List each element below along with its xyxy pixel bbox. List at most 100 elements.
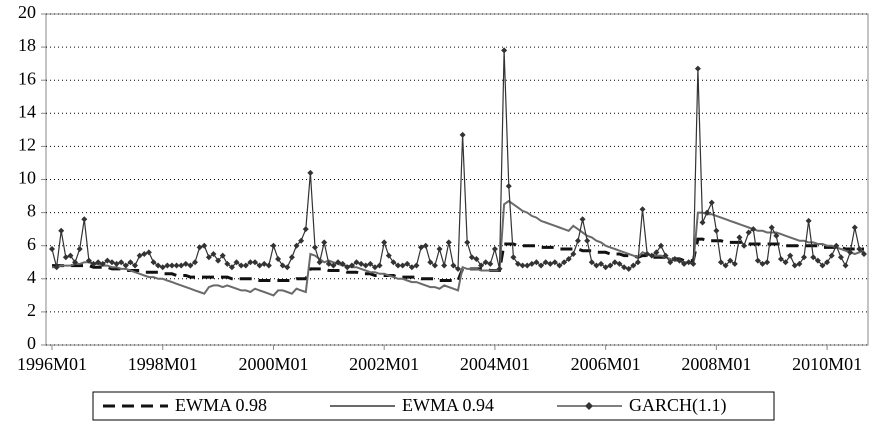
marker — [824, 259, 831, 266]
marker — [113, 260, 120, 267]
y-tick-label: 12 — [18, 135, 36, 155]
marker — [574, 237, 581, 244]
marker — [353, 259, 360, 266]
marker — [76, 246, 83, 253]
marker — [708, 199, 715, 206]
marker — [321, 239, 328, 246]
y-tick-label: 20 — [18, 2, 36, 22]
marker — [367, 260, 374, 267]
y-tick-label: 4 — [27, 267, 36, 287]
marker — [722, 262, 729, 269]
marker — [422, 242, 429, 249]
marker — [279, 262, 286, 269]
marker — [607, 262, 614, 269]
marker — [436, 246, 443, 253]
marker — [344, 264, 351, 271]
marker — [667, 259, 674, 266]
marker — [819, 262, 826, 269]
marker — [210, 250, 217, 257]
marker — [362, 262, 369, 269]
marker — [136, 252, 143, 259]
marker — [676, 257, 683, 264]
marker — [67, 252, 74, 259]
marker — [791, 262, 798, 269]
marker — [455, 265, 461, 272]
marker — [307, 169, 314, 176]
marker — [662, 252, 669, 259]
marker — [196, 244, 203, 251]
marker — [252, 259, 258, 266]
marker — [228, 264, 235, 271]
marker — [468, 254, 475, 261]
marker — [565, 255, 572, 262]
x-tick-label: 2008M01 — [681, 354, 751, 374]
marker — [427, 259, 434, 266]
marker — [72, 259, 79, 266]
marker — [533, 259, 540, 266]
marker — [450, 262, 457, 269]
marker — [828, 252, 835, 259]
marker — [501, 47, 508, 54]
marker — [404, 260, 411, 267]
marker — [713, 227, 720, 234]
marker — [275, 255, 282, 262]
marker — [621, 264, 628, 271]
series-line — [51, 50, 865, 271]
marker — [459, 131, 466, 138]
marker — [108, 259, 115, 266]
marker — [464, 239, 471, 246]
marker — [478, 262, 485, 269]
marker — [584, 237, 591, 244]
marker — [593, 262, 600, 269]
marker — [132, 262, 139, 269]
marker — [215, 257, 222, 264]
marker — [561, 259, 568, 266]
marker — [330, 262, 337, 269]
marker — [256, 262, 263, 269]
marker — [335, 259, 342, 266]
marker — [381, 239, 388, 246]
marker — [570, 250, 577, 257]
marker — [413, 262, 420, 269]
marker — [182, 260, 189, 267]
marker — [768, 224, 775, 231]
marker — [496, 265, 503, 272]
marker — [671, 255, 678, 262]
marker — [727, 257, 734, 264]
marker — [538, 262, 545, 269]
marker — [625, 265, 632, 272]
marker — [833, 242, 840, 249]
marker — [311, 244, 318, 251]
marker — [371, 264, 378, 271]
marker — [694, 65, 701, 72]
marker — [49, 246, 55, 253]
marker — [524, 262, 531, 269]
marker — [745, 229, 752, 236]
marker — [510, 254, 517, 261]
marker — [473, 255, 480, 262]
marker — [418, 244, 425, 251]
marker — [801, 254, 808, 261]
marker — [316, 259, 323, 266]
marker — [261, 260, 268, 267]
marker — [53, 264, 60, 271]
marker — [796, 260, 803, 267]
marker — [773, 232, 780, 239]
legend-label: EWMA 0.98 — [175, 395, 267, 415]
legend-label: EWMA 0.94 — [402, 395, 494, 415]
x-tick-label: 1996M01 — [17, 354, 87, 374]
marker — [542, 259, 549, 266]
marker — [856, 246, 863, 253]
marker — [168, 262, 175, 269]
marker — [491, 246, 498, 253]
marker — [284, 264, 291, 271]
marker — [861, 250, 867, 257]
legend-marker — [585, 402, 593, 410]
marker — [741, 242, 748, 249]
marker — [150, 259, 157, 266]
marker — [408, 264, 415, 271]
x-tick-label: 2010M01 — [792, 354, 862, 374]
marker — [810, 254, 817, 261]
y-tick-label: 16 — [18, 68, 36, 88]
